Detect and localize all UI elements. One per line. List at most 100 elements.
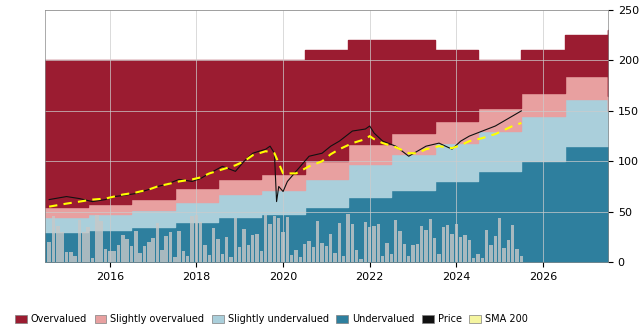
Bar — [246, 245, 250, 262]
Bar — [56, 226, 60, 262]
Bar — [208, 255, 211, 262]
Bar — [424, 230, 428, 262]
Bar — [364, 222, 367, 262]
Bar — [177, 232, 181, 262]
Bar — [285, 217, 289, 262]
Bar — [472, 258, 476, 262]
Bar — [324, 246, 328, 262]
Bar — [342, 256, 346, 262]
Bar — [186, 256, 189, 262]
Bar — [69, 252, 72, 262]
Bar — [459, 237, 463, 262]
Bar — [134, 231, 138, 262]
Bar — [316, 221, 319, 262]
Bar — [130, 246, 133, 262]
Bar — [160, 250, 163, 262]
Bar — [91, 258, 94, 262]
Bar — [277, 218, 280, 262]
Bar — [507, 241, 510, 262]
Bar — [329, 235, 332, 262]
Bar — [351, 224, 354, 262]
Bar — [251, 236, 255, 262]
Bar — [60, 232, 64, 262]
Bar — [268, 224, 272, 262]
Bar — [355, 250, 358, 262]
Bar — [476, 254, 480, 262]
Bar — [164, 236, 168, 262]
Bar — [221, 254, 224, 262]
Bar — [368, 227, 371, 262]
Bar — [346, 214, 350, 262]
Bar — [52, 216, 55, 262]
Bar — [47, 242, 51, 262]
Bar — [321, 243, 324, 262]
Bar — [359, 259, 363, 262]
Bar — [116, 245, 120, 262]
Bar — [190, 216, 194, 262]
Bar — [407, 256, 410, 262]
Bar — [282, 232, 285, 262]
Bar — [234, 218, 237, 262]
Bar — [333, 253, 337, 262]
Bar — [182, 251, 185, 262]
Bar — [429, 219, 432, 262]
Bar — [394, 220, 397, 262]
Bar — [485, 230, 488, 262]
Bar — [138, 253, 142, 262]
Bar — [307, 242, 311, 262]
Bar — [433, 238, 436, 262]
Bar — [113, 251, 116, 262]
Bar — [290, 255, 294, 262]
Bar — [212, 228, 216, 262]
Bar — [385, 243, 388, 262]
Bar — [415, 244, 419, 262]
Bar — [121, 235, 125, 262]
Bar — [104, 249, 107, 262]
Bar — [229, 257, 233, 262]
Bar — [152, 238, 155, 262]
Bar — [372, 226, 376, 262]
Bar — [463, 235, 467, 262]
Bar — [481, 258, 484, 262]
Bar — [511, 225, 515, 262]
Bar — [381, 256, 385, 262]
Bar — [65, 252, 68, 262]
Bar — [243, 229, 246, 262]
Bar — [390, 254, 393, 262]
Bar — [303, 244, 307, 262]
Bar — [377, 224, 380, 262]
Bar — [95, 215, 99, 262]
Bar — [493, 236, 497, 262]
Bar — [446, 224, 449, 262]
Bar — [403, 244, 406, 262]
Bar — [108, 251, 111, 262]
Bar — [502, 248, 506, 262]
Bar — [520, 256, 523, 262]
Bar — [294, 250, 298, 262]
Bar — [238, 247, 241, 262]
Bar — [216, 239, 220, 262]
Bar — [204, 245, 207, 262]
Bar — [437, 254, 441, 262]
Bar — [299, 257, 302, 262]
Bar — [468, 240, 471, 262]
Bar — [398, 231, 402, 262]
Bar — [515, 249, 519, 262]
Legend: Overvalued, Slightly overvalued, Slightly undervalued, Undervalued, Price, SMA 2: Overvalued, Slightly overvalued, Slightl… — [12, 310, 532, 328]
Bar — [260, 251, 263, 262]
Bar — [420, 226, 424, 262]
Bar — [451, 234, 454, 262]
Bar — [125, 240, 129, 262]
Bar — [169, 232, 172, 262]
Bar — [86, 227, 90, 262]
Bar — [199, 222, 202, 262]
Bar — [77, 220, 81, 262]
Bar — [156, 223, 159, 262]
Bar — [82, 232, 86, 262]
Bar — [173, 257, 177, 262]
Bar — [312, 247, 315, 262]
Bar — [255, 234, 259, 262]
Bar — [454, 224, 458, 262]
Bar — [273, 216, 276, 262]
Bar — [99, 221, 103, 262]
